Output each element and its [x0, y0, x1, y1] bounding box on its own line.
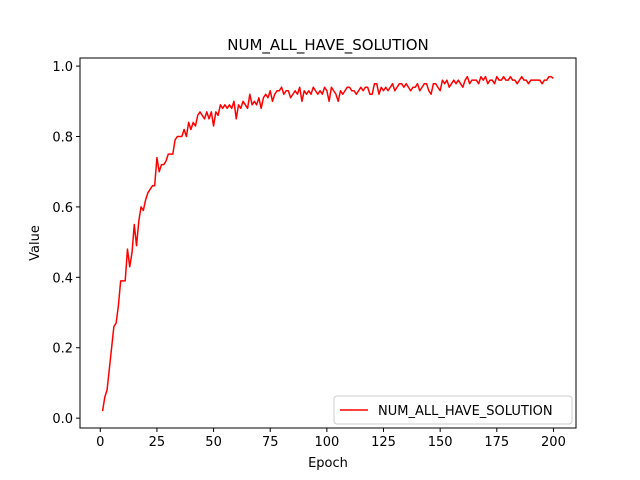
y-axis-label: Value [28, 225, 43, 261]
chart-title: NUM_ALL_HAVE_SOLUTION [227, 36, 428, 55]
x-tick-label: 100 [314, 435, 339, 450]
x-tick-label: 75 [262, 435, 279, 450]
y-tick-label: 0.4 [52, 271, 73, 286]
x-tick-label: 175 [484, 435, 509, 450]
x-tick-label: 25 [149, 435, 166, 450]
x-tick-label: 125 [371, 435, 396, 450]
legend-box [333, 395, 573, 425]
x-tick-label: 50 [205, 435, 222, 450]
y-tick-label: 0.0 [52, 412, 73, 427]
y-tick-label: 0.8 [52, 131, 73, 146]
y-tick-label: 1.0 [52, 60, 73, 75]
x-axis-label: Epoch [308, 456, 348, 471]
axes-frame [79, 57, 577, 429]
x-tick-label: 0 [96, 435, 104, 450]
x-tick-label: 200 [541, 435, 566, 450]
x-tick-label: 150 [428, 435, 453, 450]
y-tick-label: 0.6 [52, 201, 73, 216]
data-line [101, 75, 554, 412]
legend-label: NUM_ALL_HAVE_SOLUTION [378, 404, 553, 419]
y-tick-label: 0.2 [52, 342, 73, 357]
